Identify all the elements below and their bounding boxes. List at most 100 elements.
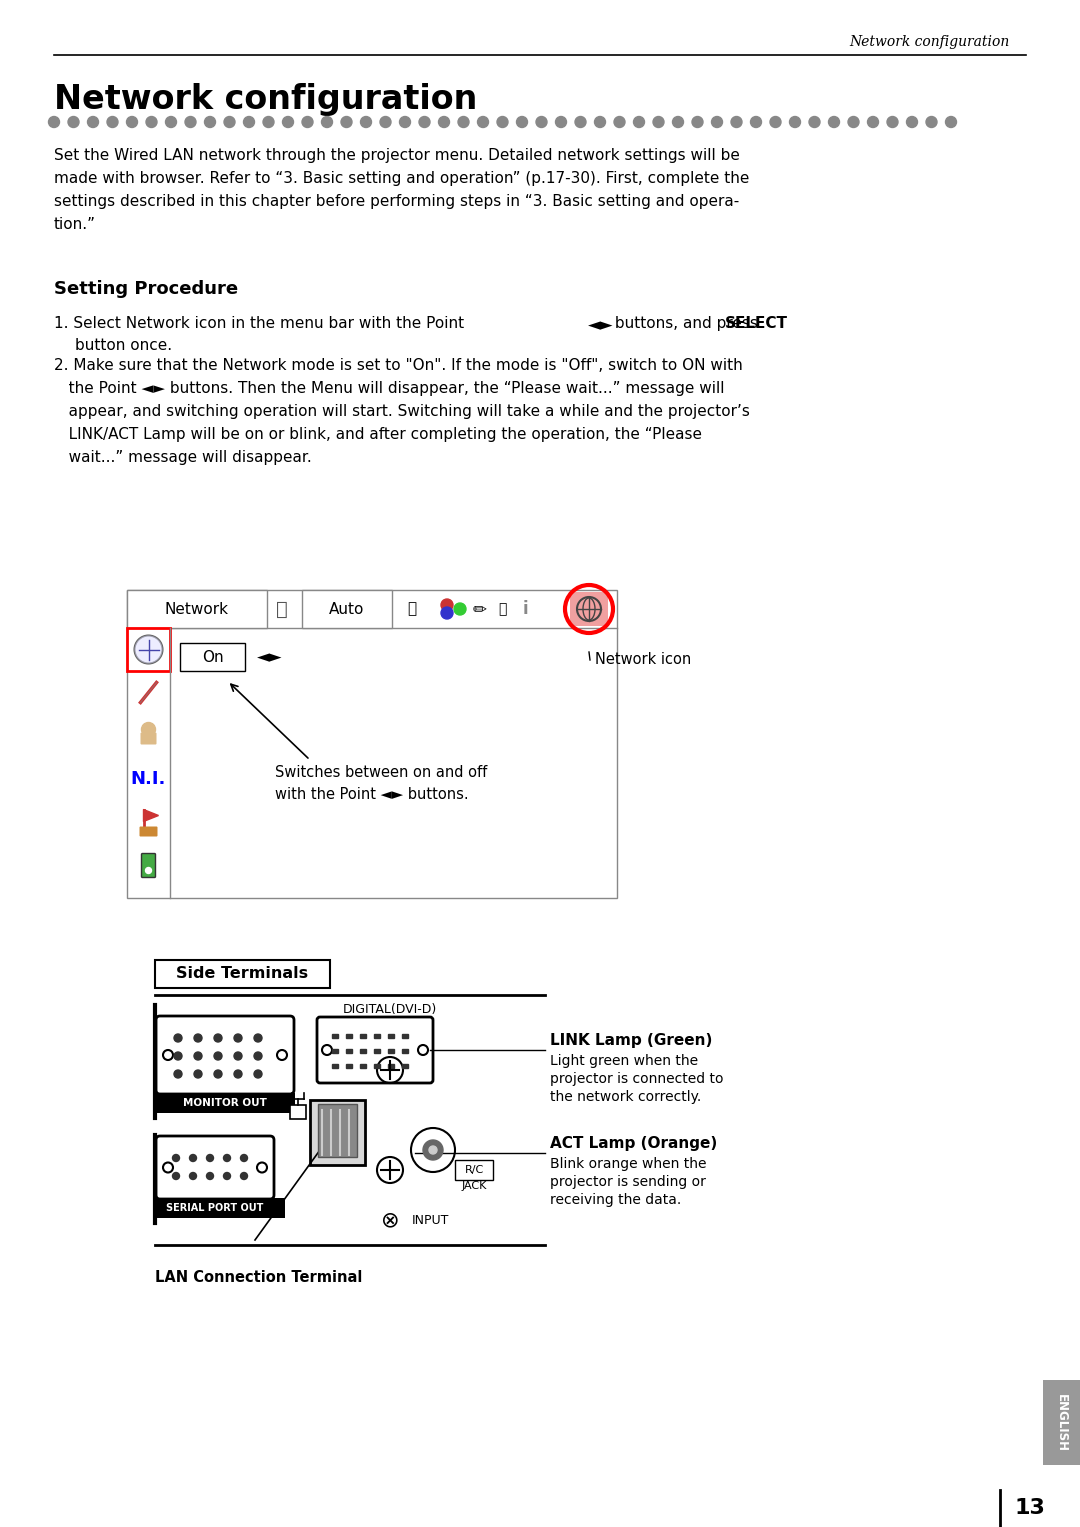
Text: projector is connected to: projector is connected to bbox=[550, 1072, 724, 1086]
Polygon shape bbox=[144, 809, 159, 822]
Circle shape bbox=[107, 116, 118, 127]
Text: made with browser. Refer to “3. Basic setting and operation” (p.17-30). First, c: made with browser. Refer to “3. Basic se… bbox=[54, 171, 750, 186]
Text: 1. Select Network icon in the menu bar with the Point: 1. Select Network icon in the menu bar w… bbox=[54, 316, 469, 331]
Text: i: i bbox=[523, 600, 528, 618]
Text: the Point ◄► buttons. Then the Menu will disappear, the “Please wait...” message: the Point ◄► buttons. Then the Menu will… bbox=[54, 382, 725, 395]
Circle shape bbox=[126, 116, 137, 127]
Circle shape bbox=[692, 116, 703, 127]
Circle shape bbox=[174, 1070, 183, 1078]
Text: Network configuration: Network configuration bbox=[54, 84, 477, 116]
Text: MONITOR OUT: MONITOR OUT bbox=[184, 1098, 267, 1109]
Circle shape bbox=[173, 1154, 179, 1162]
Circle shape bbox=[653, 116, 664, 127]
Text: ◄►: ◄► bbox=[588, 316, 613, 334]
Text: Light green when the: Light green when the bbox=[550, 1054, 698, 1067]
Circle shape bbox=[234, 1034, 242, 1041]
FancyBboxPatch shape bbox=[570, 592, 608, 626]
FancyBboxPatch shape bbox=[139, 826, 158, 837]
Circle shape bbox=[243, 116, 255, 127]
Circle shape bbox=[174, 1052, 183, 1060]
Circle shape bbox=[516, 116, 527, 127]
Circle shape bbox=[555, 116, 567, 127]
Text: button once.: button once. bbox=[75, 337, 172, 353]
Circle shape bbox=[214, 1034, 222, 1041]
Text: ENGLISH: ENGLISH bbox=[1055, 1394, 1068, 1452]
Circle shape bbox=[146, 867, 151, 873]
Text: appear, and switching operation will start. Switching will take a while and the : appear, and switching operation will sta… bbox=[54, 405, 750, 418]
FancyBboxPatch shape bbox=[318, 1017, 433, 1083]
Circle shape bbox=[206, 1173, 214, 1179]
Bar bbox=[402, 1064, 408, 1067]
Circle shape bbox=[458, 116, 469, 127]
FancyBboxPatch shape bbox=[291, 1106, 306, 1119]
Bar bbox=[374, 1064, 380, 1067]
FancyBboxPatch shape bbox=[127, 589, 617, 898]
Bar bbox=[360, 1064, 366, 1067]
Circle shape bbox=[174, 1034, 183, 1041]
Circle shape bbox=[380, 116, 391, 127]
Circle shape bbox=[438, 116, 449, 127]
Circle shape bbox=[400, 116, 410, 127]
Circle shape bbox=[185, 116, 195, 127]
Text: 🖨: 🖨 bbox=[276, 600, 288, 618]
Bar bbox=[402, 1049, 408, 1054]
Text: LINK Lamp (Green): LINK Lamp (Green) bbox=[550, 1032, 713, 1048]
Text: with the Point ◄► buttons.: with the Point ◄► buttons. bbox=[275, 786, 469, 802]
Circle shape bbox=[283, 116, 294, 127]
Circle shape bbox=[770, 116, 781, 127]
Text: SERIAL PORT OUT: SERIAL PORT OUT bbox=[166, 1203, 264, 1212]
Circle shape bbox=[234, 1070, 242, 1078]
Text: Auto: Auto bbox=[329, 602, 365, 617]
Circle shape bbox=[189, 1173, 197, 1179]
Text: Network icon: Network icon bbox=[595, 652, 691, 667]
Text: R/C: R/C bbox=[464, 1165, 484, 1174]
FancyBboxPatch shape bbox=[156, 1093, 295, 1113]
Circle shape bbox=[673, 116, 684, 127]
Circle shape bbox=[423, 1141, 443, 1161]
Text: buttons, and press: buttons, and press bbox=[610, 316, 762, 331]
Text: tion.”: tion.” bbox=[54, 217, 96, 232]
FancyBboxPatch shape bbox=[140, 733, 157, 745]
Circle shape bbox=[204, 116, 216, 127]
Circle shape bbox=[194, 1052, 202, 1060]
FancyBboxPatch shape bbox=[302, 589, 392, 628]
Text: ◄►: ◄► bbox=[257, 647, 283, 666]
Circle shape bbox=[87, 116, 98, 127]
Text: Side Terminals: Side Terminals bbox=[176, 967, 309, 982]
Bar bbox=[332, 1034, 338, 1038]
Text: Setting Procedure: Setting Procedure bbox=[54, 279, 238, 298]
Circle shape bbox=[241, 1173, 247, 1179]
Bar bbox=[402, 1034, 408, 1038]
Circle shape bbox=[809, 116, 820, 127]
Text: 💻: 💻 bbox=[407, 602, 417, 617]
FancyBboxPatch shape bbox=[310, 1099, 365, 1165]
Bar bbox=[360, 1034, 366, 1038]
Circle shape bbox=[454, 603, 465, 615]
Circle shape bbox=[712, 116, 723, 127]
Text: SELECT: SELECT bbox=[725, 316, 788, 331]
Circle shape bbox=[441, 599, 453, 611]
Bar bbox=[346, 1034, 352, 1038]
Circle shape bbox=[189, 1154, 197, 1162]
Text: LAN Connection Terminal: LAN Connection Terminal bbox=[156, 1270, 363, 1286]
FancyBboxPatch shape bbox=[318, 1104, 357, 1157]
Text: 13: 13 bbox=[1014, 1498, 1045, 1518]
Text: Network configuration: Network configuration bbox=[850, 35, 1010, 49]
Text: the network correctly.: the network correctly. bbox=[550, 1090, 701, 1104]
Circle shape bbox=[254, 1034, 262, 1041]
Bar bbox=[332, 1064, 338, 1067]
Circle shape bbox=[751, 116, 761, 127]
Circle shape bbox=[926, 116, 937, 127]
Text: 2. Make sure that the Network mode is set to "On". If the mode is "Off", switch : 2. Make sure that the Network mode is se… bbox=[54, 357, 743, 373]
Circle shape bbox=[165, 116, 176, 127]
FancyBboxPatch shape bbox=[156, 1199, 285, 1219]
Bar bbox=[388, 1064, 394, 1067]
Text: ✏: ✏ bbox=[472, 600, 486, 618]
Text: wait...” message will disappear.: wait...” message will disappear. bbox=[54, 450, 312, 466]
Circle shape bbox=[341, 116, 352, 127]
Text: 🖥: 🖥 bbox=[498, 602, 507, 615]
Text: receiving the data.: receiving the data. bbox=[550, 1193, 681, 1206]
Circle shape bbox=[241, 1154, 247, 1162]
Circle shape bbox=[789, 116, 800, 127]
FancyBboxPatch shape bbox=[1043, 1380, 1080, 1464]
